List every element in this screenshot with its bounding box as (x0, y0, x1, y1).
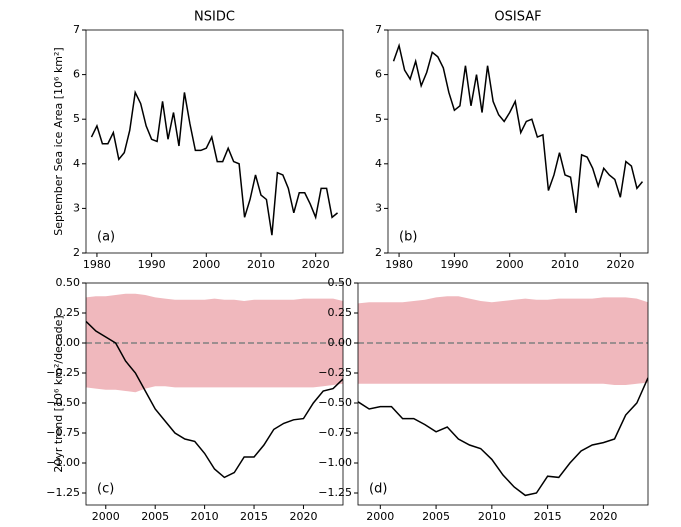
line (86, 320, 343, 479)
panel-title: OSISAF (494, 10, 541, 25)
x-tick-label: 1990 (138, 258, 166, 271)
y-tick-label: 0.50 (328, 276, 353, 289)
line (358, 377, 648, 497)
y-tick-label: 7 (375, 23, 382, 36)
y-tick-label: 6 (73, 68, 80, 81)
x-tick-label: 2020 (589, 510, 617, 523)
y-tick-label: 2 (375, 246, 382, 259)
y-tick-label: −0.25 (318, 366, 352, 379)
y-tick-label: 0.00 (328, 336, 353, 349)
y-axis-label: September Sea ice Area [10⁶ km²] (52, 47, 65, 235)
band (358, 296, 648, 385)
x-tick-label: 2020 (289, 510, 317, 523)
y-tick-label: 3 (73, 201, 80, 214)
line (392, 42, 644, 213)
x-tick-label: 2005 (422, 510, 450, 523)
y-tick-label: 0.50 (56, 276, 81, 289)
y-tick-label: −0.75 (318, 426, 352, 439)
x-tick-label: 2000 (496, 258, 524, 271)
y-tick-label: −0.50 (318, 396, 352, 409)
panel-label: (b) (399, 230, 417, 245)
y-tick-label: 7 (73, 23, 80, 36)
axes-frame (85, 282, 344, 506)
plot-area (358, 296, 648, 497)
y-tick-label: 4 (73, 157, 80, 170)
plot-area (90, 89, 339, 236)
plot-area (392, 42, 644, 213)
x-tick-label: 2020 (606, 258, 634, 271)
panel-label: (c) (97, 482, 114, 497)
x-tick-label: 2015 (534, 510, 562, 523)
y-tick-label: 2 (73, 246, 80, 259)
axes-frame (85, 29, 344, 254)
x-tick-label: 2015 (240, 510, 268, 523)
y-tick-label: 0.25 (56, 306, 81, 319)
axes-frame (387, 29, 649, 254)
panel-label: (d) (369, 482, 387, 497)
x-tick-label: 1990 (440, 258, 468, 271)
x-tick-label: 1980 (385, 258, 413, 271)
y-tick-label: −1.25 (318, 486, 352, 499)
y-tick-label: −0.75 (46, 426, 80, 439)
y-tick-label: 0.25 (328, 306, 353, 319)
y-tick-label: 3 (375, 201, 382, 214)
panel-title: NSIDC (194, 10, 235, 25)
y-tick-label: 5 (73, 112, 80, 125)
x-tick-label: 2000 (92, 510, 120, 523)
y-tick-label: 4 (375, 157, 382, 170)
y-tick-label: −0.50 (46, 396, 80, 409)
y-axis-label: 20yr trend [10⁶ km²/decade] (52, 315, 65, 472)
y-tick-label: −0.25 (46, 366, 80, 379)
x-tick-label: 2005 (141, 510, 169, 523)
x-tick-label: 2010 (191, 510, 219, 523)
y-tick-label: 5 (375, 112, 382, 125)
plot-area (86, 293, 343, 479)
line (90, 89, 339, 236)
x-tick-label: 2010 (551, 258, 579, 271)
x-tick-label: 2010 (247, 258, 275, 271)
y-tick-label: −1.25 (46, 486, 80, 499)
y-tick-label: 6 (375, 68, 382, 81)
x-tick-label: 2000 (192, 258, 220, 271)
y-tick-label: −1.00 (318, 456, 352, 469)
y-tick-label: 0.00 (56, 336, 81, 349)
axes-frame (357, 282, 649, 506)
panel-label: (a) (97, 230, 115, 245)
y-tick-label: −1.00 (46, 456, 80, 469)
x-tick-label: 2010 (478, 510, 506, 523)
x-tick-label: 2020 (302, 258, 330, 271)
x-tick-label: 2000 (366, 510, 394, 523)
x-tick-label: 1980 (83, 258, 111, 271)
